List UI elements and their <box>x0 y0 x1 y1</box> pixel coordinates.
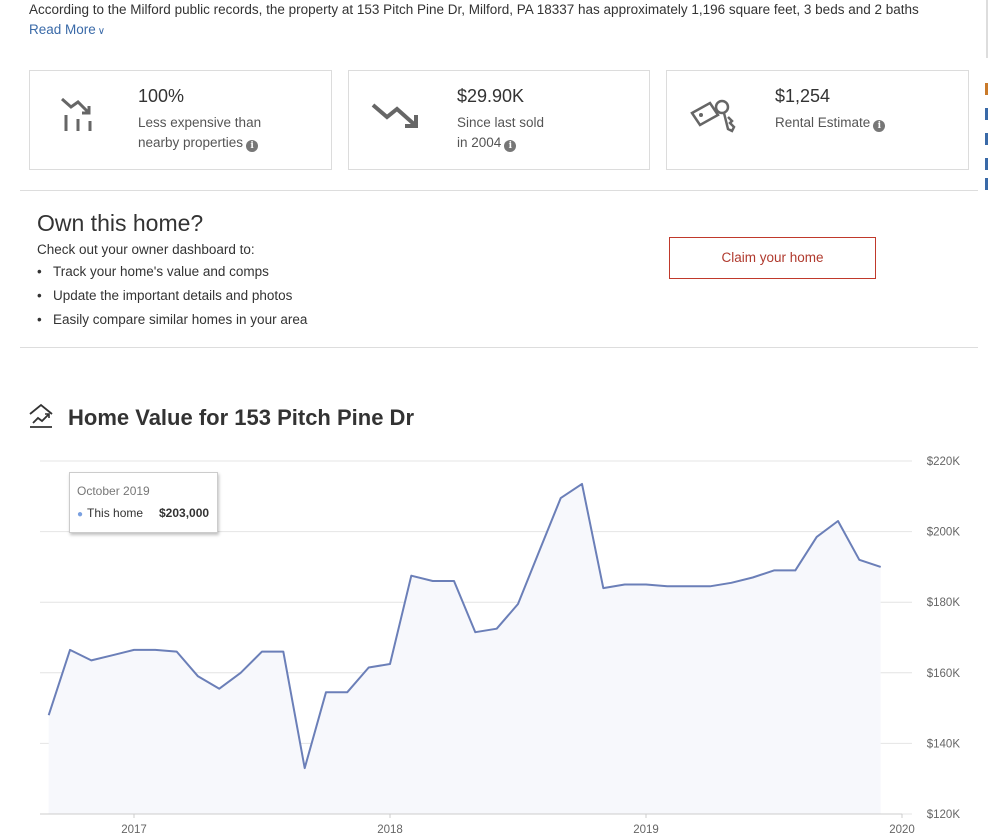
info-icon[interactable]: i <box>873 120 886 132</box>
tooltip-series-name: This home <box>87 506 144 520</box>
stat-card-rental-estimate: $1,254 Rental Estimate i <box>666 70 969 170</box>
read-more-label: Read More <box>29 22 96 37</box>
stat-value: $1,254 <box>775 86 831 106</box>
sidebar-edge-mark <box>985 158 988 170</box>
info-icon[interactable]: i <box>246 140 259 152</box>
stat-label-line1: Since last sold <box>457 115 545 130</box>
series-area <box>48 483 881 814</box>
stat-label: Less expensive than nearby properties i <box>138 113 318 153</box>
own-home-benefits: Track your home's value and comps Update… <box>37 262 307 334</box>
x-tick-label: 2017 <box>121 824 147 836</box>
stat-value: 100% <box>138 86 185 106</box>
property-description: According to the Milford public records,… <box>29 2 919 17</box>
house-chart-icon <box>29 403 53 428</box>
y-tick-label: $160K <box>927 668 961 680</box>
own-home-subtitle: Check out your owner dashboard to: <box>37 242 255 257</box>
sidebar-edge-mark <box>985 83 988 95</box>
trend-down-icon <box>371 103 418 128</box>
section-divider <box>20 190 978 191</box>
home-value-title: Home Value for 153 Pitch Pine Dr <box>68 405 415 430</box>
y-tick-label: $180K <box>927 597 961 609</box>
x-tick-label: 2019 <box>633 824 659 836</box>
stat-card-price-comparison: 100% Less expensive than nearby properti… <box>29 70 332 170</box>
tooltip-series: ● This home <box>77 506 143 520</box>
stat-value: $29.90K <box>457 86 525 106</box>
sidebar-edge-mark <box>985 133 988 145</box>
sidebar-edge-mark <box>985 108 988 120</box>
tooltip-value: $203,000 <box>159 506 210 520</box>
home-value-chart[interactable]: $220K $200K $180K $160K $140K $120K 2017 2018 20… <box>0 450 988 840</box>
chart-tooltip: October 2019 ● This home $203,000 <box>69 472 218 533</box>
price-comparison-icon <box>61 97 92 131</box>
stat-label-line2: in 2004 <box>457 135 502 150</box>
own-home-title: Own this home? <box>37 210 204 236</box>
series-dot-icon: ● <box>77 509 84 520</box>
stat-label-line1: Less expensive than <box>138 115 262 130</box>
y-tick-label: $140K <box>927 738 961 750</box>
section-divider <box>20 347 978 348</box>
tooltip-date: October 2019 <box>77 484 150 498</box>
sidebar-edge-mark <box>985 178 988 190</box>
list-item: Track your home's value and comps <box>37 262 307 286</box>
key-icon <box>690 99 736 133</box>
y-tick-label: $120K <box>927 809 961 821</box>
x-tick-label: 2020 <box>889 824 915 836</box>
stat-label-line2: nearby properties <box>138 135 244 150</box>
read-more-link[interactable]: Read More ∨ <box>29 22 105 37</box>
scroll-edge <box>986 0 988 58</box>
chevron-down-icon: ∨ <box>97 26 106 37</box>
list-item: Easily compare similar homes in your are… <box>37 310 307 334</box>
y-tick-label: $220K <box>927 456 961 468</box>
stat-label: Since last sold in 2004 i <box>457 113 637 153</box>
stat-label: Rental Estimate i <box>775 113 955 133</box>
y-tick-label: $200K <box>927 527 961 539</box>
x-tick-label: 2018 <box>377 824 403 836</box>
stat-label-line1: Rental Estimate <box>775 115 871 130</box>
claim-home-button[interactable]: Claim your home <box>669 237 876 279</box>
info-icon[interactable]: i <box>504 140 517 152</box>
list-item: Update the important details and photos <box>37 286 307 310</box>
stat-card-since-sold: $29.90K Since last sold in 2004 i <box>348 70 650 170</box>
series-line-this-home <box>47 482 882 770</box>
